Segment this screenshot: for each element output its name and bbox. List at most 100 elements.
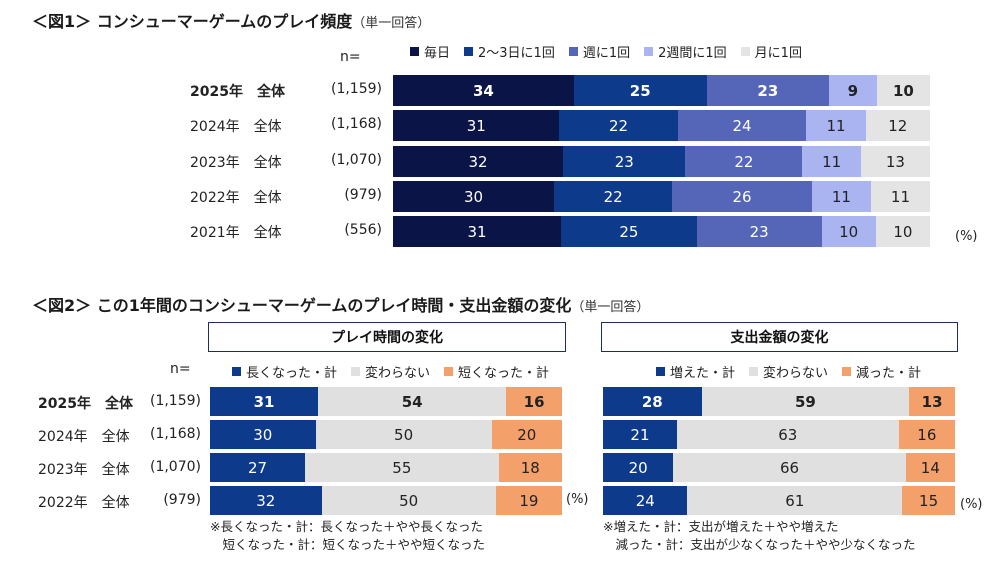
- fig1-legend-swatch-4: [740, 47, 750, 56]
- fig1-bar-seg-2-1: 23: [563, 146, 686, 177]
- fig1-legend-swatch-3: [644, 47, 654, 56]
- fig2-right-bar-seg-1-1: 63: [676, 420, 899, 449]
- fig1-row-label-4: 2021年 全体: [190, 225, 282, 241]
- fig2-left-bar-row-3: 32 50 19: [210, 486, 562, 515]
- fig2-right-bar-seg-1-2: 16: [898, 420, 955, 449]
- fig1-legend: 毎日 2～3日に1回 週に1回 2週間に1回 月に1回: [410, 42, 816, 61]
- fig2-left-bar-seg-1-2: 20: [491, 420, 562, 449]
- fig2-title: ＜図2＞ この1年間のコンシューマーゲームのプレイ時間・支出金額の変化（単一回答…: [32, 292, 649, 316]
- fig1-bar-seg-3-3: 11: [811, 181, 871, 212]
- fig2-left-legend-item-0: 長くなった・計: [232, 362, 337, 381]
- fig2-right-footnote-line2: 減った・計：支出が少なくなった＋やや少なくなった: [603, 537, 916, 552]
- fig2-left-bar-seg-1-0: 30: [210, 420, 316, 449]
- fig1-bar-seg-2-3: 11: [802, 146, 861, 177]
- fig1-legend-item-3: 2週間に1回: [644, 42, 727, 61]
- fig2-left-legend-label-0: 長くなった・計: [246, 366, 338, 381]
- fig2-note: （単一回答）: [571, 300, 650, 315]
- fig2-right-bar-seg-2-1: 66: [673, 453, 906, 482]
- fig1-bar-seg-0-4: 10: [876, 75, 930, 106]
- fig1-n-label: n=: [340, 49, 361, 65]
- fig2-right-bar-row-0: 28 59 13: [603, 387, 955, 416]
- fig2-left-bar-seg-0-1: 54: [318, 387, 507, 416]
- fig1-row-n-4: (556): [344, 222, 382, 238]
- fig1-bar-seg-2-4: 13: [860, 146, 930, 177]
- fig1-legend-label-2: 週に1回: [582, 46, 631, 61]
- fig1-bar-seg-4-4: 10: [875, 216, 930, 247]
- fig2-title-text: ＜図2＞ この1年間のコンシューマーゲームのプレイ時間・支出金額の変化: [32, 296, 572, 315]
- fig1-bar-row-3: 30 22 26 11 11: [393, 181, 930, 212]
- fig1-pct-unit: (%): [955, 229, 978, 244]
- fig2-right-legend-label-2: 減った・計: [856, 366, 922, 381]
- fig2-right-legend-item-0: 増えた・計: [656, 362, 735, 381]
- fig2-left-footnote: ※長くなった・計：長くなった＋やや長くなった 短くなった・計：短くなった＋やや短…: [210, 518, 485, 554]
- fig2-right-legend: 増えた・計 変わらない 減った・計: [656, 362, 935, 381]
- fig2-left-legend: 長くなった・計 変わらない 短くなった・計: [232, 362, 563, 381]
- fig1-bar-seg-1-2: 24: [677, 110, 807, 141]
- fig2-left-footnote-line1: ※長くなった・計：長くなった＋やや長くなった: [210, 519, 483, 534]
- fig2-row-n-0: (1,159): [149, 393, 201, 409]
- fig1-bar-seg-1-4: 12: [865, 110, 930, 141]
- fig2-left-legend-item-1: 変わらない: [351, 362, 430, 381]
- fig2-row-n-1: (1,168): [149, 426, 201, 442]
- fig2-right-legend-item-1: 変わらない: [749, 362, 828, 381]
- fig1-bar-seg-2-2: 22: [685, 146, 803, 177]
- fig1-bar-seg-1-1: 22: [559, 110, 678, 141]
- fig2-right-header: 支出金額の変化: [601, 322, 958, 352]
- fig1-legend-item-2: 週に1回: [568, 42, 631, 61]
- fig2-right-bar-seg-2-0: 20: [603, 453, 674, 482]
- fig2-left-bar-seg-2-0: 27: [210, 453, 306, 482]
- fig1-row-n-1: (1,168): [330, 116, 382, 132]
- fig2-left-legend-swatch-1: [351, 367, 361, 376]
- fig2-left-bar-seg-3-1: 50: [321, 486, 496, 515]
- fig2-row-label-0: 2025年 全体: [38, 396, 133, 412]
- fig2-left-pct-unit: (%): [566, 492, 589, 507]
- fig1-row-label-2: 2023年 全体: [190, 155, 282, 171]
- fig1-bar-seg-3-0: 30: [393, 181, 555, 212]
- fig2-right-bar-seg-3-1: 61: [687, 486, 903, 515]
- fig1-legend-label-0: 毎日: [424, 46, 451, 61]
- fig2-left-legend-label-1: 変わらない: [365, 366, 431, 381]
- fig1-bar-seg-2-0: 32: [393, 146, 564, 177]
- fig1-bar-seg-0-2: 23: [706, 75, 829, 106]
- fig1-legend-label-3: 2週間に1回: [658, 46, 727, 61]
- fig2-row-label-3: 2022年 全体: [38, 495, 130, 511]
- fig2-row-label-2: 2023年 全体: [38, 462, 130, 478]
- fig2-right-bar-seg-0-2: 13: [909, 387, 955, 416]
- fig2-left-bar-row-0: 31 54 16: [210, 387, 562, 416]
- fig1-bar-row-4: 31 25 23 10 10: [393, 216, 930, 247]
- fig1-bar-row-1: 31 22 24 11 12: [393, 110, 930, 141]
- fig1-legend-swatch-0: [410, 47, 419, 56]
- fig1-bar-row-2: 32 23 22 11 13: [393, 146, 930, 177]
- fig2-right-footnote-line1: ※増えた・計：支出が増えた＋やや増えた: [603, 519, 839, 534]
- fig2-left-bar-seg-0-2: 16: [506, 387, 562, 416]
- fig2-right-pct-unit: (%): [960, 497, 983, 512]
- fig2-left-bar-seg-0-0: 31: [210, 387, 319, 416]
- fig2-row-label-1: 2024年 全体: [38, 429, 130, 445]
- fig1-legend-swatch-2: [568, 47, 578, 56]
- fig2-right-bar-row-3: 24 61 15: [603, 486, 955, 515]
- fig1-row-n-0: (1,159): [330, 81, 382, 97]
- fig2-right-legend-swatch-2: [842, 367, 852, 376]
- fig1-legend-label-4: 月に1回: [754, 46, 802, 61]
- fig2-left-bar-seg-2-1: 55: [305, 453, 499, 482]
- fig1-bar-seg-3-1: 22: [554, 181, 673, 212]
- fig1-legend-item-0: 毎日: [410, 42, 450, 61]
- fig2-right-bar-seg-2-2: 14: [905, 453, 955, 482]
- fig2-left-bar-seg-3-2: 19: [495, 486, 562, 515]
- fig2-right-bar-seg-1-0: 21: [603, 420, 677, 449]
- fig2-right-bar-seg-0-0: 28: [603, 387, 702, 416]
- fig1-title: ＜図1＞ コンシューマーゲームのプレイ頻度（単一回答）: [32, 8, 430, 32]
- fig2-right-bar-seg-3-2: 15: [902, 486, 955, 515]
- fig2-row-n-3: (979): [163, 492, 201, 508]
- fig2-left-bar-seg-3-0: 32: [210, 486, 322, 515]
- fig1-row-label-3: 2022年 全体: [190, 190, 282, 206]
- fig1-row-label-0: 2025年 全体: [190, 84, 285, 100]
- fig2-left-bar-seg-1-1: 50: [315, 420, 492, 449]
- fig1-bar-seg-1-0: 31: [393, 110, 560, 141]
- fig2-right-legend-swatch-1: [749, 367, 759, 376]
- fig2-row-n-2: (1,070): [149, 459, 201, 475]
- fig1-title-text: ＜図1＞ コンシューマーゲームのプレイ頻度: [32, 12, 353, 31]
- fig1-bar-seg-4-0: 31: [393, 216, 562, 247]
- fig2-right-bar-row-2: 20 66 14: [603, 453, 955, 482]
- fig1-row-n-2: (1,070): [330, 152, 382, 168]
